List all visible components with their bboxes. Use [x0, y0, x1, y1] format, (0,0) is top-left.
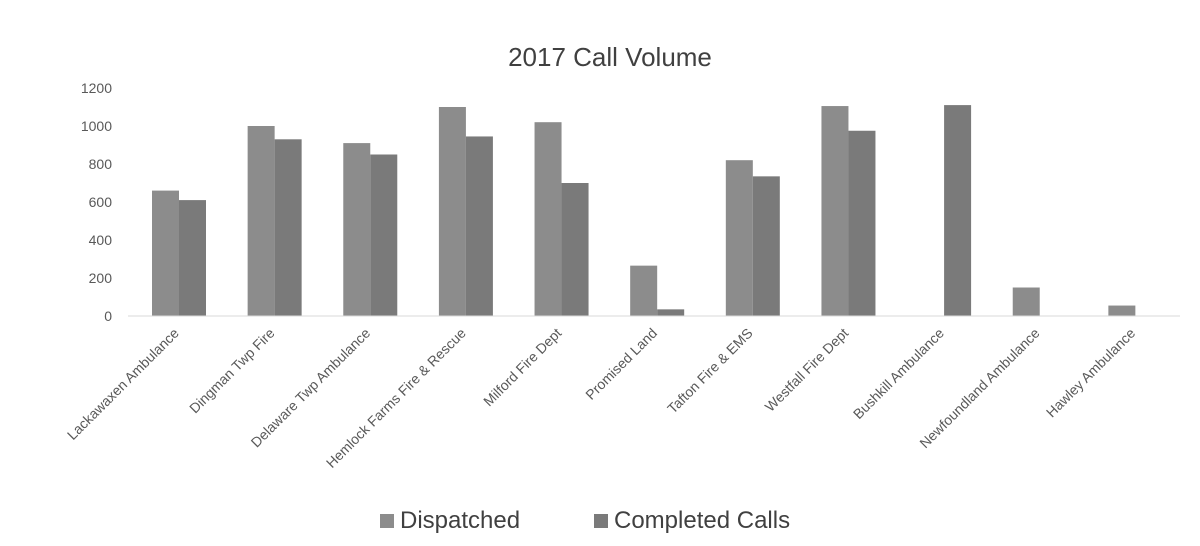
x-tick-label: Westfall Fire Dept — [762, 325, 852, 415]
y-tick-label: 200 — [89, 270, 113, 286]
bar-dispatched — [343, 143, 371, 316]
y-tick-label: 0 — [104, 308, 112, 324]
bar-completed-calls — [657, 309, 685, 316]
chart-title: 2017 Call Volume — [508, 42, 712, 72]
y-axis: 0 200 400 600 800 1000 1200 — [81, 80, 112, 324]
bar-completed-calls — [944, 105, 972, 316]
bar-completed-calls — [465, 136, 493, 316]
x-tick-label: Dingman Twp Fire — [186, 325, 278, 417]
y-tick-label: 1200 — [81, 80, 112, 96]
x-axis-labels: Lackawaxen Ambulance Dingman Twp FireDela… — [64, 325, 1139, 471]
legend: Dispatched Completed Calls — [380, 507, 790, 534]
bar-completed-calls — [561, 183, 589, 316]
legend-swatch-dispatched — [380, 514, 394, 528]
legend-swatch-completed-calls — [594, 514, 608, 528]
x-tick-label: Milford Fire Dept — [480, 325, 565, 410]
bar-dispatched — [247, 126, 275, 316]
bar-completed-calls — [179, 200, 206, 316]
legend-label-completed-calls: Completed Calls — [614, 507, 790, 534]
bars-group — [152, 105, 1136, 316]
x-tick-label: Promised Land — [582, 325, 660, 403]
bar-completed-calls — [752, 176, 780, 316]
bar-completed-calls — [274, 139, 302, 316]
y-tick-label: 800 — [89, 156, 113, 172]
legend-label-dispatched: Dispatched — [400, 507, 520, 534]
y-tick-label: 400 — [89, 232, 113, 248]
bar-dispatched — [630, 265, 658, 316]
bar-completed-calls — [370, 154, 398, 316]
bar-dispatched — [1108, 305, 1136, 316]
y-tick-label: 600 — [89, 194, 113, 210]
bar-dispatched — [725, 160, 753, 316]
x-tick-label: Bushkill Ambulance — [850, 325, 947, 422]
x-tick-label: Hawley Ambulance — [1043, 325, 1139, 421]
bar-dispatched — [821, 106, 849, 316]
y-tick-label: 1000 — [81, 118, 112, 134]
bar-completed-calls — [848, 130, 876, 316]
bar-dispatched — [534, 122, 562, 316]
x-tick-label: Lackawaxen Ambulance — [64, 325, 182, 443]
bar-dispatched — [438, 107, 466, 316]
x-tick-label: Tafton Fire & EMS — [664, 325, 756, 417]
bar-dispatched — [1012, 287, 1040, 316]
bar-dispatched — [152, 190, 179, 316]
